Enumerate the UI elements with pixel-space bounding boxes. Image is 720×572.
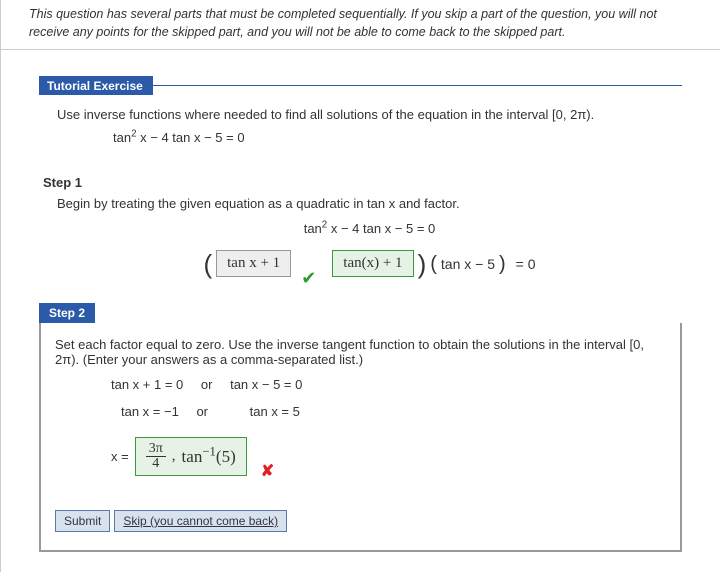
step2-tab: Step 2 <box>39 303 95 323</box>
frac-den: 4 <box>149 457 162 471</box>
right-paren2-icon: ) <box>499 251 506 277</box>
left-paren2-icon: ( <box>430 251 437 277</box>
step1-answer2: tan(x) + 1 <box>343 255 402 272</box>
frac-3pi-4: 3π 4 <box>146 442 166 471</box>
step1-quadratic: tan2 x − 4 tan x − 5 = 0 <box>57 221 682 236</box>
tutorial-prompt: Use inverse functions where needed to fi… <box>57 107 682 122</box>
solve-left: tan x = −1 <box>121 404 179 419</box>
step2-answer-box[interactable]: 3π 4 , tan−1(5) <box>135 437 247 476</box>
step1-text: Begin by treating the given equation as … <box>57 196 682 211</box>
left-paren-icon: ( <box>203 251 212 277</box>
answer-taninv: tan−1(5) <box>182 447 236 467</box>
frac-num: 3π <box>146 442 166 457</box>
step1-eq-zero: = 0 <box>516 256 536 272</box>
zero-right: tan x − 5 = 0 <box>230 377 302 392</box>
skip-button[interactable]: Skip (you cannot come back) <box>114 510 287 532</box>
step2-section: Step 2 Set each factor equal to zero. Us… <box>39 303 682 552</box>
step1-factor-line: ( tan x + 1 ✔ tan(x) + 1 ) ( tan x − 5 )… <box>57 250 682 277</box>
tutorial-rule <box>153 76 682 86</box>
step2-box: Set each factor equal to zero. Use the i… <box>39 323 682 552</box>
step1-answer2-box[interactable]: tan(x) + 1 <box>332 250 413 277</box>
step1-answer1: tan x + 1 <box>227 255 280 272</box>
submit-button[interactable]: Submit <box>55 510 110 532</box>
tutorial-section-bar: Tutorial Exercise <box>39 76 682 95</box>
step1-answer1-box[interactable]: tan x + 1 <box>216 250 291 277</box>
tutorial-equation: tan2 x − 4 tan x − 5 = 0 <box>113 130 682 145</box>
step1-body: Begin by treating the given equation as … <box>39 196 682 277</box>
tutorial-tab: Tutorial Exercise <box>39 76 153 95</box>
answer-comma: , <box>172 448 176 465</box>
step2-zero-line: tan x + 1 = 0 or tan x − 5 = 0 <box>111 377 666 392</box>
check-icon: ✔ <box>301 268 316 289</box>
solve-right: tan x = 5 <box>250 404 300 419</box>
button-row: Submit Skip (you cannot come back) <box>55 510 666 532</box>
or-2: or <box>196 404 208 419</box>
right-paren-icon: ) <box>418 251 427 277</box>
wrong-icon: ✘ <box>261 461 274 481</box>
step1-factor-tail: tan x − 5 <box>441 256 495 272</box>
intro-text: This question has several parts that mus… <box>1 0 720 50</box>
main-body: Tutorial Exercise Use inverse functions … <box>1 76 720 552</box>
x-label: x = <box>111 449 129 464</box>
page-container: This question has several parts that mus… <box>0 0 720 572</box>
step2-solve-line: tan x = −1 or tan x = 5 <box>111 404 666 419</box>
tutorial-body: Use inverse functions where needed to fi… <box>39 95 682 145</box>
or-1: or <box>201 377 213 392</box>
step2-answer-row: x = 3π 4 , tan−1(5) ✘ <box>111 437 666 476</box>
step1-heading: Step 1 <box>43 175 682 190</box>
zero-left: tan x + 1 = 0 <box>111 377 183 392</box>
step2-prompt: Set each factor equal to zero. Use the i… <box>55 337 666 367</box>
